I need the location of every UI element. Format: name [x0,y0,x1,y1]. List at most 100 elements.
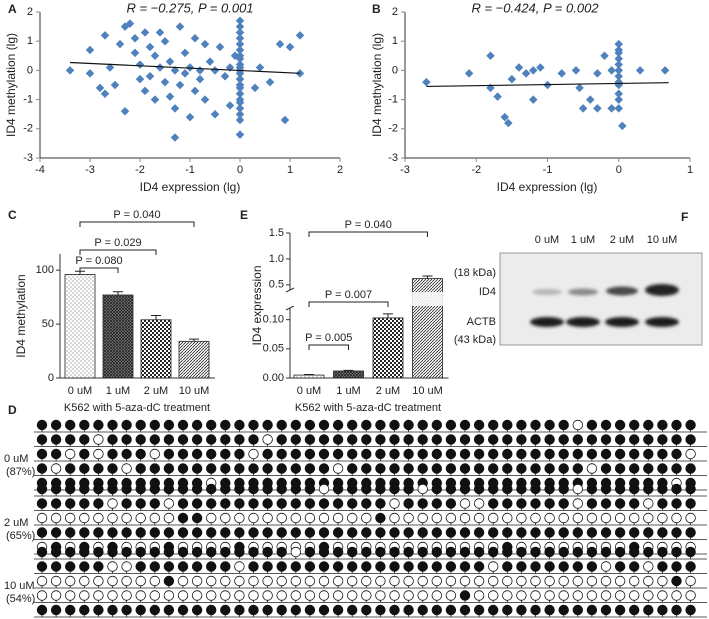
cpg-site [191,546,203,558]
cpg-site [643,448,654,460]
point [195,66,205,75]
cpg-site [318,561,330,572]
cpg-site [586,434,598,445]
cpg-site [163,546,175,558]
blot [499,252,703,346]
cpg-site [107,448,118,460]
cpg-site [417,498,428,509]
cpg-site [262,419,273,431]
cpg-site [473,419,485,431]
cpg-site [276,604,287,616]
cpg-site [572,483,584,495]
point [160,77,170,87]
cpg-site [149,512,161,524]
cpg-site [657,512,668,524]
cpg-site [403,604,414,616]
cpg-site [135,512,146,524]
cpg-site [36,527,48,538]
cpg-site [93,604,104,616]
point [185,112,195,122]
cpg-site [177,527,189,538]
cpg-site [431,483,443,495]
cpg-site [558,546,569,558]
cpg-site [93,434,104,445]
x-tick-label: -1 [185,164,195,176]
cpg-site [488,448,499,460]
point [235,74,245,84]
cpg-site [276,575,287,587]
bar [178,340,210,379]
panel-label: B [372,2,381,16]
cpg-site [248,575,259,587]
point [140,86,150,96]
point [235,98,245,107]
cpg-site [79,604,90,616]
cpg-site [347,448,358,460]
cpg-site [234,434,245,445]
cpg-site [375,575,386,587]
cpg-site [389,434,400,445]
point [660,66,670,75]
group-percent: (54%) [6,593,35,605]
cpg-site [50,590,62,601]
point [100,89,110,99]
cpg-site [149,434,161,445]
cpg-site [205,512,217,524]
cpg-site [586,512,598,524]
band-size: (43 kDa) [454,334,496,346]
cpg-site [671,434,682,445]
cpg-site [163,463,175,474]
cpg-site [220,483,231,495]
cpg-site [361,483,372,495]
point [571,66,581,75]
cpg-site [488,419,499,431]
cpg-site [36,483,48,495]
point [486,51,495,61]
cpg-site [163,448,175,460]
cpg-site [502,419,513,431]
point [235,39,245,49]
cpg-site [64,527,76,538]
cpg-site [163,434,175,445]
cpg-site [685,483,696,495]
cpg-site [389,561,400,572]
cpg-site [685,434,696,445]
cpg-site [121,419,132,431]
cpg-site [657,498,668,509]
point [618,121,627,131]
cpg-site [572,434,584,445]
point [190,34,200,43]
cpg-site [50,463,62,474]
cpg-site [361,498,372,509]
cpg-site [332,434,344,445]
cpg-site [191,527,203,538]
point [514,63,524,72]
cpg-site [558,512,569,524]
cpg-site [135,498,146,509]
cpg-site [79,448,90,460]
cpg-site [403,448,414,460]
trend-line [69,61,301,74]
cpg-site [389,590,400,601]
cpg-site [657,434,668,445]
lane-label: 1 uM [571,234,595,246]
cpg-site [417,448,428,460]
point [180,48,190,58]
cpg-site [361,575,372,587]
cpg-site [671,575,682,587]
cpg-site [107,512,118,524]
cpg-site [79,419,90,431]
y-tick-label: -2 [23,123,33,135]
point [130,34,140,43]
point [507,74,517,84]
cpg-site [347,527,358,538]
cpg-site [643,463,654,474]
cpg-site [389,546,400,558]
cpg-site [516,561,527,572]
cpg-site [629,434,640,445]
point [135,60,145,69]
cpg-site [516,590,527,601]
cpg-site [64,463,76,474]
cpg-site [347,483,358,495]
cpg-site [93,463,104,474]
